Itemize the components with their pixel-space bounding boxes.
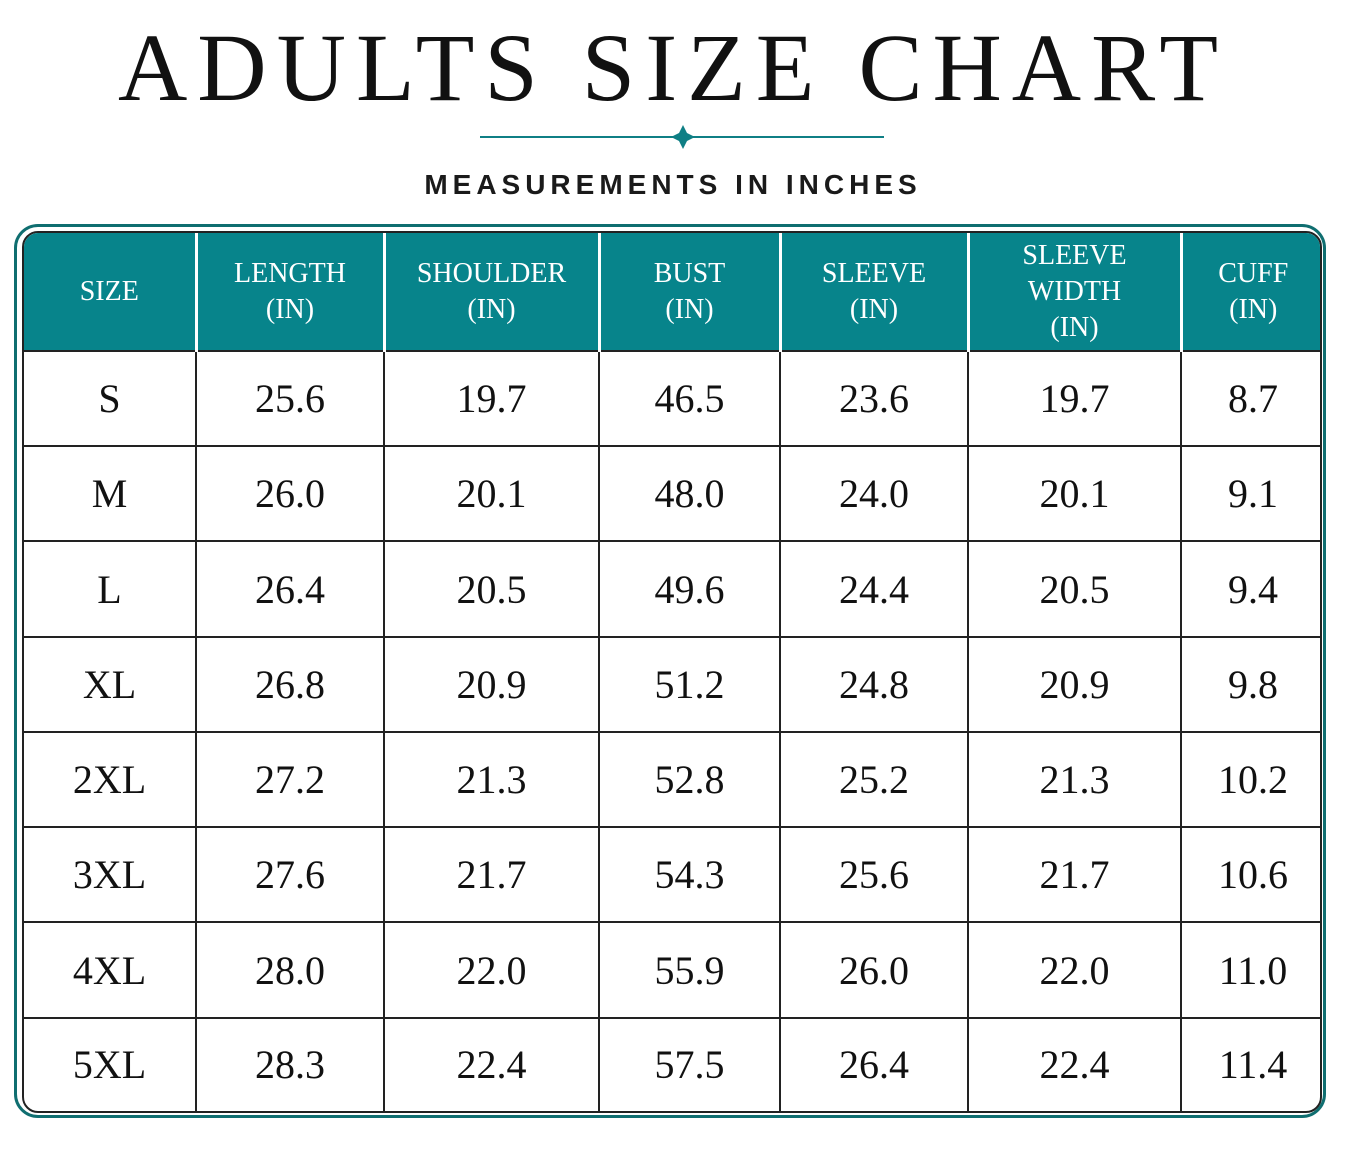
table-row: S 25.6 19.7 46.5 23.6 19.7 8.7 <box>24 349 1320 447</box>
measurement-cell: 11.0 <box>1180 921 1320 1018</box>
measurement-cell: 28.3 <box>195 1016 384 1111</box>
measurement-cell: 10.2 <box>1180 730 1320 828</box>
measurement-cell: 46.5 <box>598 349 780 447</box>
size-table-container: SIZE LENGTH (IN) SHOULDER (IN) BUST (IN) SLEEVE… <box>22 231 1322 1113</box>
measurement-cell: 57.5 <box>598 1016 780 1111</box>
measurement-cell: 27.2 <box>195 730 384 828</box>
measurement-cell: 52.8 <box>598 730 780 828</box>
table-row: XL 26.8 20.9 51.2 24.8 20.9 9.8 <box>24 635 1320 732</box>
measurement-cell: 9.1 <box>1180 445 1320 542</box>
measurement-cell: 22.4 <box>967 1016 1181 1111</box>
column-header-label: BUST <box>653 257 726 289</box>
table-row: L 26.4 20.5 49.6 24.4 20.5 9.4 <box>24 540 1320 637</box>
size-cell: L <box>24 540 196 637</box>
measurement-cell: 21.3 <box>967 730 1181 828</box>
measurement-cell: 21.7 <box>383 826 599 923</box>
measurement-cell: 20.1 <box>967 445 1181 542</box>
measurement-cell: 54.3 <box>598 826 780 923</box>
measurement-cell: 24.0 <box>779 445 968 542</box>
measurement-cell: 22.0 <box>967 921 1181 1018</box>
measurement-cell: 27.6 <box>195 826 384 923</box>
subtitle: MEASUREMENTS IN INCHES <box>424 169 922 200</box>
measurement-cell: 22.4 <box>383 1016 599 1111</box>
column-header-label: LENGTH <box>234 257 346 289</box>
measurement-cell: 25.6 <box>195 349 384 447</box>
size-cell: 2XL <box>24 730 196 828</box>
measurement-cell: 19.7 <box>383 349 599 447</box>
column-header-unit: (IN) <box>467 293 516 325</box>
measurement-cell: 24.4 <box>779 540 968 637</box>
column-header: LENGTH (IN) <box>194 233 384 351</box>
size-cell: 5XL <box>24 1016 196 1111</box>
column-header: BUST (IN) <box>597 233 780 351</box>
size-cell: 3XL <box>24 826 196 923</box>
column-header-label: SLEEVE WIDTH <box>1022 239 1127 307</box>
measurement-cell: 23.6 <box>779 349 968 447</box>
measurement-cell: 20.9 <box>967 635 1181 732</box>
table-row: 3XL 27.6 21.7 54.3 25.6 21.7 10.6 <box>24 826 1320 923</box>
measurement-cell: 20.9 <box>383 635 599 732</box>
column-header-label: SLEEVE <box>821 257 927 289</box>
measurement-cell: 9.8 <box>1180 635 1320 732</box>
table-row: 4XL 28.0 22.0 55.9 26.0 22.0 11.0 <box>24 921 1320 1018</box>
column-header-label: SHOULDER <box>416 257 567 289</box>
column-header: SIZE <box>24 233 196 351</box>
measurement-cell: 26.4 <box>779 1016 968 1111</box>
measurement-cell: 49.6 <box>598 540 780 637</box>
page-title: ADULTS SIZE CHART <box>117 14 1229 121</box>
size-cell: S <box>24 349 196 447</box>
measurement-cell: 21.3 <box>383 730 599 828</box>
sparkle-divider-icon <box>480 125 884 149</box>
measurement-cell: 26.4 <box>195 540 384 637</box>
column-header: SLEEVE (IN) <box>778 233 968 351</box>
column-header-unit: (IN) <box>265 293 315 325</box>
column-header-unit: (IN) <box>665 293 714 325</box>
column-header-unit: (IN) <box>849 293 899 325</box>
measurement-cell: 22.0 <box>383 921 599 1018</box>
measurement-cell: 9.4 <box>1180 540 1320 637</box>
measurement-cell: 11.4 <box>1180 1016 1320 1111</box>
measurement-cell: 25.2 <box>779 730 968 828</box>
size-cell: XL <box>24 635 196 732</box>
column-header-label: CUFF <box>1218 257 1289 289</box>
column-header: SLEEVE WIDTH (IN) <box>966 233 1181 351</box>
column-header: CUFF (IN) <box>1179 233 1320 351</box>
measurement-cell: 10.6 <box>1180 826 1320 923</box>
measurement-cell: 28.0 <box>195 921 384 1018</box>
measurement-cell: 26.0 <box>779 921 968 1018</box>
measurement-cell: 55.9 <box>598 921 780 1018</box>
table-frame <box>14 224 1326 1118</box>
table-row: 5XL 28.3 22.4 57.5 26.4 22.4 11.4 <box>24 1016 1320 1111</box>
measurement-cell: 8.7 <box>1180 349 1320 447</box>
size-table: SIZE LENGTH (IN) SHOULDER (IN) BUST (IN) SLEEVE… <box>24 233 1320 1111</box>
table-row: M 26.0 20.1 48.0 24.0 20.1 9.1 <box>24 445 1320 542</box>
measurement-cell: 21.7 <box>967 826 1181 923</box>
table-header-row: SIZE LENGTH (IN) SHOULDER (IN) BUST (IN) SLEEVE… <box>24 233 1320 351</box>
measurement-cell: 51.2 <box>598 635 780 732</box>
measurement-cell: 26.0 <box>195 445 384 542</box>
column-header-unit: (IN) <box>1050 311 1099 343</box>
table-body: S 25.6 19.7 46.5 23.6 19.7 8.7 M 26.0 20.1 48.0 24.… <box>24 349 1320 1111</box>
column-header: SHOULDER (IN) <box>382 233 599 351</box>
measurement-cell: 26.8 <box>195 635 384 732</box>
measurement-cell: 24.8 <box>779 635 968 732</box>
measurement-cell: 20.5 <box>383 540 599 637</box>
column-header-label: SIZE <box>79 275 139 307</box>
measurement-cell: 19.7 <box>967 349 1181 447</box>
measurement-cell: 48.0 <box>598 445 780 542</box>
measurement-cell: 25.6 <box>779 826 968 923</box>
measurement-cell: 20.5 <box>967 540 1181 637</box>
table-row: 2XL 27.2 21.3 52.8 25.2 21.3 10.2 <box>24 730 1320 828</box>
measurement-cell: 20.1 <box>383 445 599 542</box>
size-cell: M <box>24 445 196 542</box>
column-header-unit: (IN) <box>1229 293 1278 325</box>
size-cell: 4XL <box>24 921 196 1018</box>
